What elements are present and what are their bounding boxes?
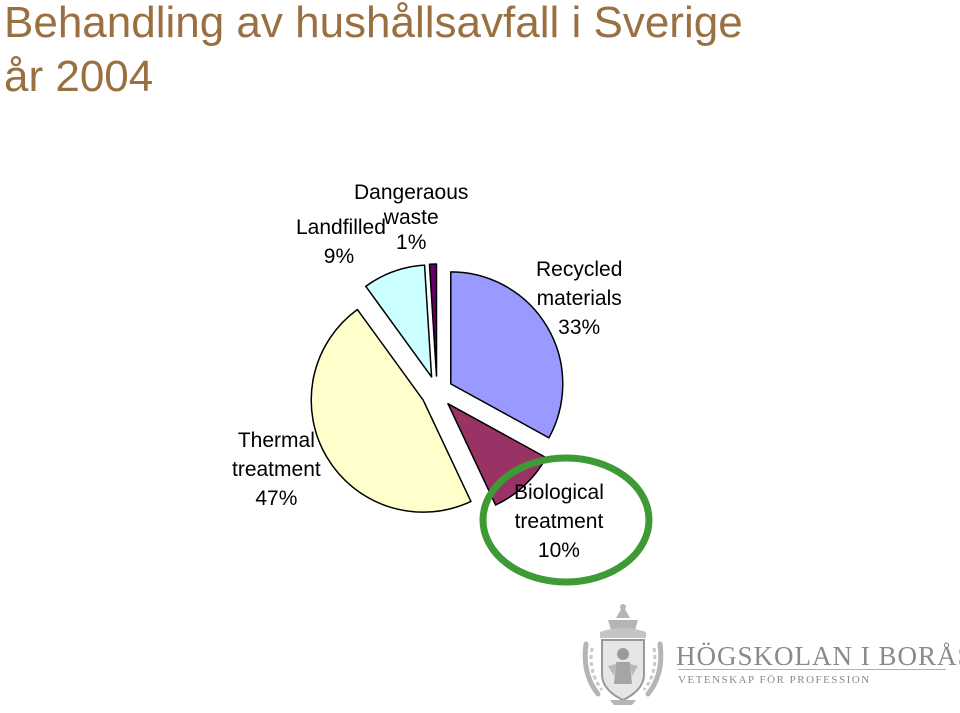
label-thermal-value: 47% bbox=[255, 487, 298, 510]
label-dangerous-waste-line-1: Dangeraous bbox=[354, 181, 469, 204]
label-thermal-treatment: Thermal treatment 47% bbox=[232, 426, 321, 513]
label-dangerous-waste: Dangeraous waste 1% bbox=[354, 178, 468, 257]
pie-slice-recycled-materials bbox=[450, 271, 564, 439]
label-thermal-line-1: Thermal bbox=[237, 429, 315, 452]
university-crest-icon bbox=[582, 604, 664, 705]
label-landfilled-line-1: Landfilled bbox=[296, 216, 386, 239]
university-tagline: VETENSKAP FÖR PROFESSION bbox=[678, 674, 871, 686]
slide-title: Behandling av hushållsavfall i Sverige å… bbox=[4, 0, 743, 104]
slide-title-line-1: Behandling av hushållsavfall i Sverige bbox=[4, 0, 743, 47]
pie-slice-dangeraous-waste bbox=[428, 263, 438, 377]
label-dangerous-waste-value: 1% bbox=[396, 231, 427, 254]
pie-slices bbox=[310, 263, 564, 513]
label-dangerous-waste-line-2: waste bbox=[383, 206, 439, 229]
label-landfilled-value: 9% bbox=[323, 245, 355, 268]
label-thermal-line-2: treatment bbox=[232, 458, 321, 481]
biological-highlight-ellipse bbox=[479, 454, 653, 586]
label-recycled-value: 33% bbox=[558, 316, 601, 339]
university-name: HÖGSKOLAN I BORÅS bbox=[676, 641, 960, 671]
pie-slice-landfilled bbox=[364, 264, 433, 378]
label-biological-line-1: Biological bbox=[514, 481, 604, 504]
slide-title-line-2: år 2004 bbox=[4, 52, 154, 101]
label-recycled-line-1: Recycled bbox=[536, 258, 623, 281]
label-biological-value: 10% bbox=[537, 539, 580, 562]
label-landfilled: Landfilled 9% bbox=[296, 213, 386, 271]
label-recycled-line-2: materials bbox=[536, 287, 622, 310]
label-biological-line-2: treatment bbox=[514, 510, 604, 533]
pie-slice-thermal-treatment bbox=[310, 308, 472, 513]
logo-divider bbox=[678, 669, 946, 670]
label-biological-treatment: Biological treatment 10% bbox=[514, 478, 604, 565]
label-recycled-materials: Recycled materials 33% bbox=[536, 255, 622, 342]
